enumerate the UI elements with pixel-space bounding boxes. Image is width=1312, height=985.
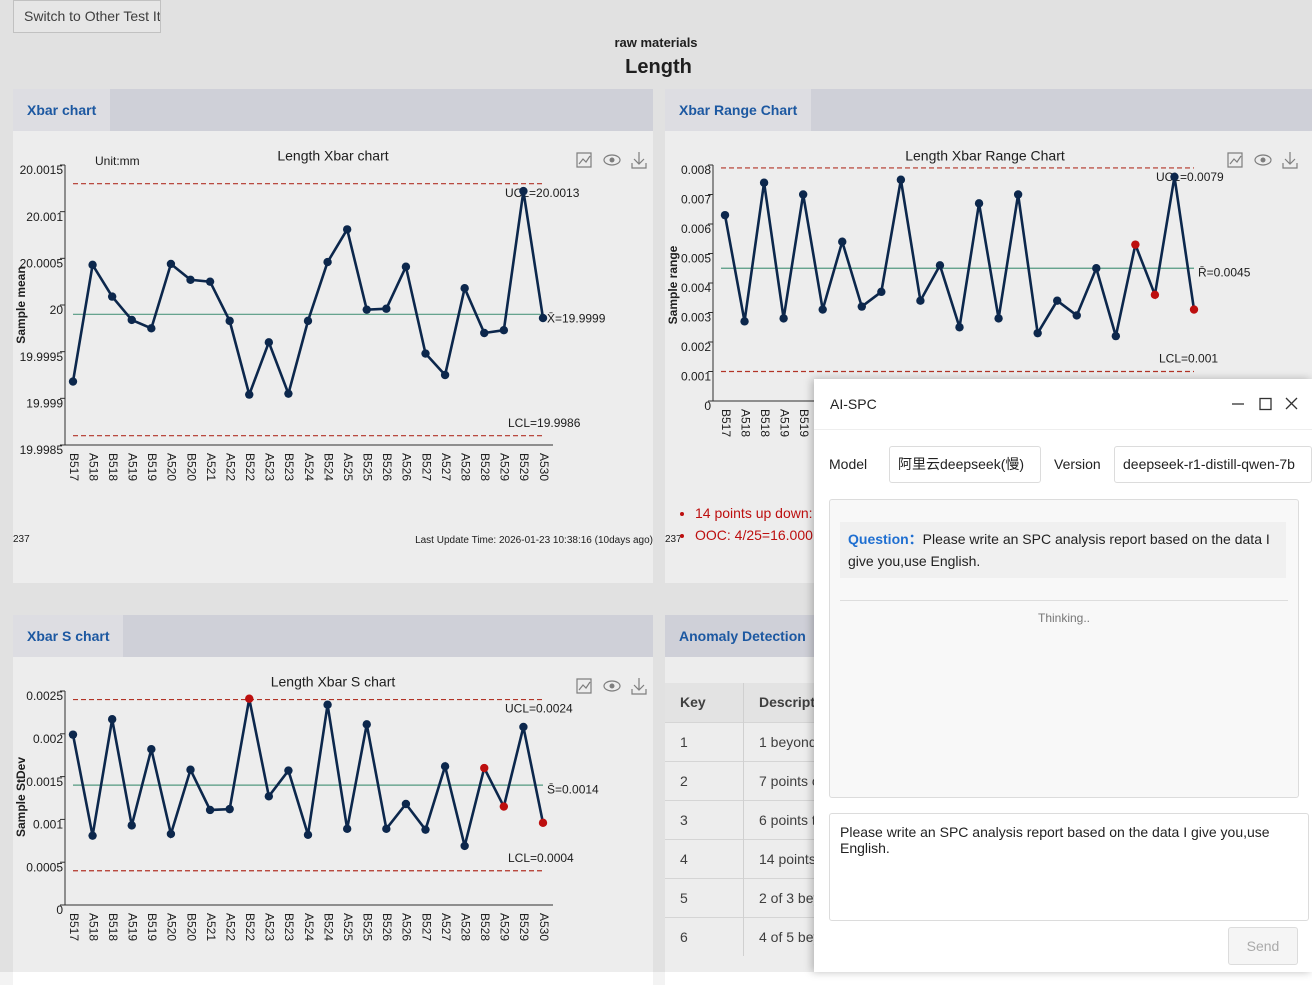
question-label: Question： [848, 531, 923, 547]
input-box[interactable]: Please write an SPC analysis report base… [829, 813, 1309, 921]
status: Thinking.. [830, 611, 1298, 625]
model-select[interactable]: 阿里云deepseek(慢) [889, 446, 1041, 483]
chat-area: Question：Please write an SPC analysis re… [829, 499, 1299, 798]
window-controls [1230, 396, 1302, 412]
model-label: Model [829, 456, 867, 472]
close[interactable] [1286, 398, 1297, 409]
version-select[interactable]: deepseek-r1-distill-qwen-7b [1114, 446, 1312, 483]
maximize[interactable] [1260, 399, 1271, 410]
question: Question：Please write an SPC analysis re… [840, 522, 1286, 578]
version-label: Version [1054, 456, 1101, 472]
send-button[interactable]: Send [1228, 927, 1298, 965]
dialog-title: AI-SPC [830, 396, 877, 412]
ai-dialog: AI-SPC Model 阿里云deepseek(慢) Version deep… [814, 379, 1312, 972]
